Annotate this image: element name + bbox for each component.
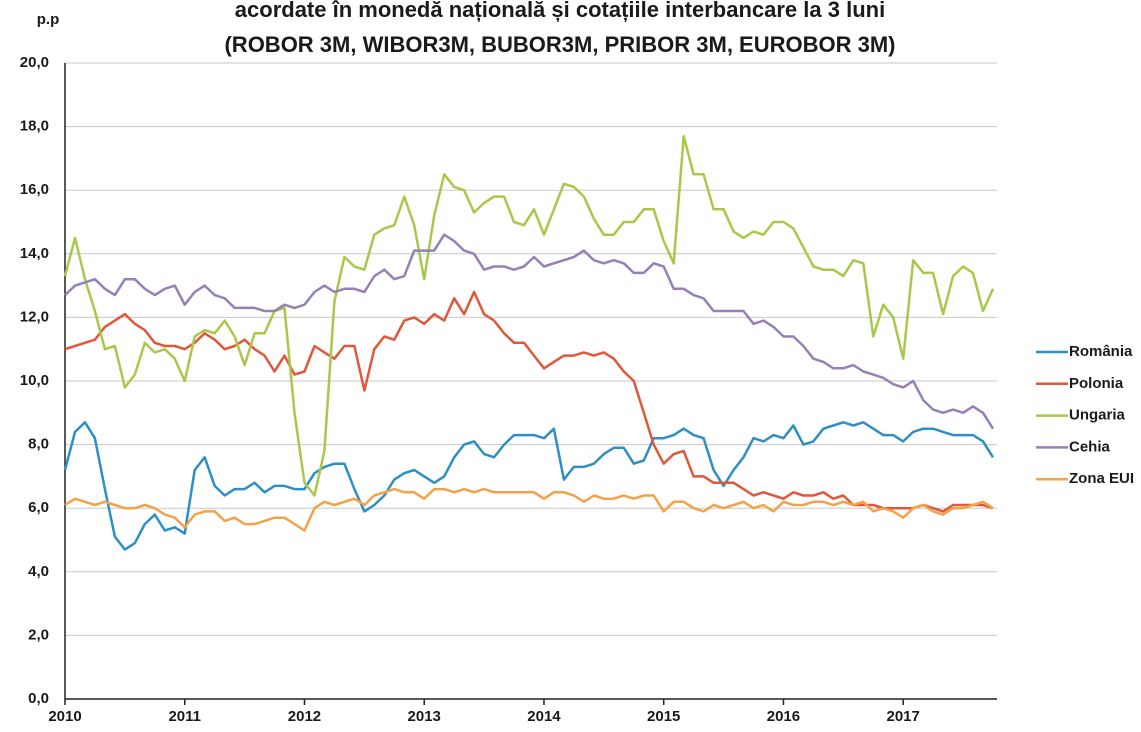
line-series [64,290,994,513]
y-tick-label: 0,0 [28,690,49,707]
y-tick-label: 20,0 [20,54,49,71]
x-tick-label: 2014 [527,708,561,725]
y-tick-label: 10,0 [20,372,49,389]
line-series [64,487,994,532]
y-tick-label: 8,0 [28,436,49,453]
legend-label: Cehia [1069,438,1111,455]
y-tick-label: 4,0 [28,563,49,580]
line-series [63,421,995,551]
legend-label: Zona EUI [1069,470,1134,487]
y-tick-label: 18,0 [20,118,49,135]
y-tick-label: 14,0 [20,245,49,262]
legend-label: România [1069,343,1133,360]
x-tick-label: 2013 [408,708,441,725]
y-axis-label: p.p [37,11,60,28]
chart-title: acordate în monedă națională și cotațiil… [235,0,885,22]
chart-subtitle: (ROBOR 3M, WIBOR3M, BUBOR3M, PRIBOR 3M, … [224,32,895,57]
line-series [63,134,995,497]
y-tick-label: 16,0 [20,181,49,198]
legend-label: Ungaria [1069,407,1126,424]
x-tick-label: 2015 [647,708,680,725]
x-tick-label: 2016 [767,708,800,725]
line-series [64,233,995,430]
legend-label: Polonia [1069,375,1124,392]
y-tick-label: 12,0 [20,308,49,325]
y-tick-label: 6,0 [28,499,49,516]
y-tick-label: 2,0 [28,626,49,643]
x-tick-label: 2012 [288,708,321,725]
x-tick-label: 2011 [168,708,201,725]
x-tick-label: 2017 [887,708,920,725]
x-tick-label: 2010 [48,708,81,725]
